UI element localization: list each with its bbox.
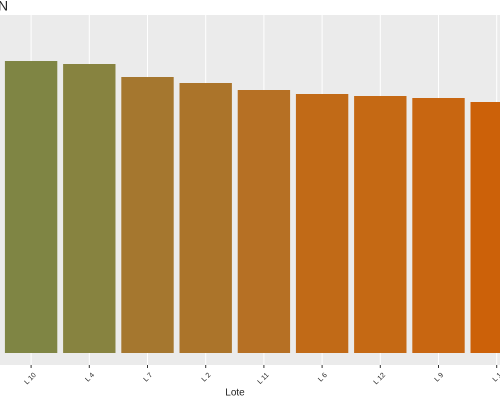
x-tick-label: L 1 — [492, 372, 500, 384]
bar — [237, 90, 291, 353]
bar — [179, 83, 232, 353]
bar — [4, 61, 58, 353]
bar — [354, 96, 407, 353]
x-tick-label: L 2 — [201, 372, 213, 384]
x-tick-label: L 11 — [257, 372, 271, 386]
bar — [121, 77, 174, 353]
x-tick-label: L 12 — [373, 372, 387, 386]
bar — [295, 94, 349, 353]
x-tick-label: L 10 — [23, 372, 37, 386]
x-tick-label: L 9 — [434, 372, 446, 384]
bar — [470, 102, 500, 353]
x-tick-label: L 7 — [143, 372, 155, 384]
x-tick-label: L 6 — [317, 372, 329, 384]
x-tick-label: L 4 — [84, 372, 96, 384]
chart-title: N — [0, 0, 8, 14]
bar — [63, 64, 116, 353]
x-axis-label: Lote — [225, 388, 245, 399]
bar — [412, 98, 465, 353]
